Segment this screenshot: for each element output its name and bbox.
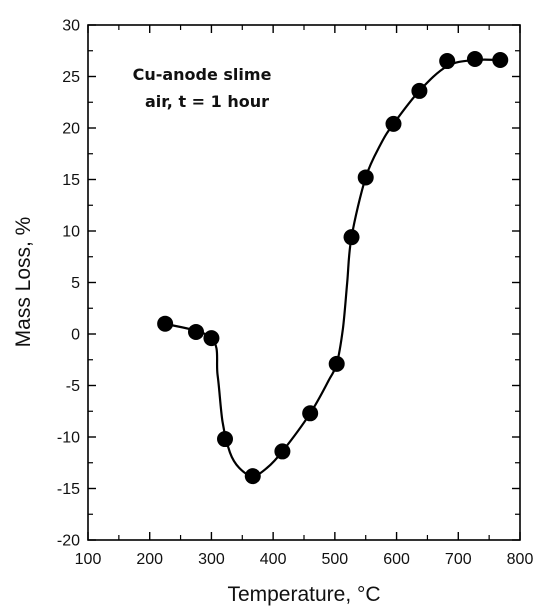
x-axis-title: Temperature, °C <box>227 583 380 606</box>
data-point <box>217 431 234 448</box>
data-point <box>157 315 174 332</box>
x-tick-label: 600 <box>383 551 410 568</box>
x-tick-label: 200 <box>136 551 163 568</box>
y-tick-label: -10 <box>57 430 80 447</box>
data-point <box>466 50 483 67</box>
data-point <box>203 330 220 347</box>
data-point <box>244 468 261 485</box>
data-point <box>357 169 374 186</box>
x-tick-label: 300 <box>198 551 225 568</box>
data-point <box>302 405 319 422</box>
data-point <box>188 323 204 340</box>
data-points <box>157 50 509 485</box>
y-tick-label: -20 <box>57 533 80 550</box>
x-tick-label: 700 <box>445 551 472 568</box>
fit-curve <box>164 58 501 478</box>
x-tick-label: 800 <box>507 551 534 568</box>
tick-labels: 100 200 300 400 500 600 700 800 -20 -15 -10 -5 0 5 10 1… <box>57 18 534 569</box>
data-point <box>343 229 360 246</box>
data-point <box>274 443 291 460</box>
y-tick-label: -5 <box>66 378 80 395</box>
data-point <box>385 115 402 132</box>
y-tick-label: 20 <box>62 121 80 138</box>
annotation-line2: air, t = 1 hour <box>145 92 269 111</box>
data-point <box>328 355 345 372</box>
y-axis-title: Mass Loss, % <box>12 217 35 348</box>
axis-ticks <box>87 24 521 541</box>
data-point <box>492 52 509 69</box>
x-tick-label: 500 <box>322 551 349 568</box>
x-tick-label: 400 <box>260 551 287 568</box>
x-tick-label: 100 <box>75 551 102 568</box>
data-point <box>439 53 456 70</box>
y-tick-label: 15 <box>62 172 80 189</box>
y-tick-label: 0 <box>71 327 80 344</box>
y-tick-label: -15 <box>57 481 80 498</box>
y-tick-label: 25 <box>62 69 80 86</box>
y-tick-label: 5 <box>71 275 80 292</box>
data-point <box>411 82 428 99</box>
annotation-line1: Cu-anode slime <box>133 65 272 84</box>
y-tick-label: 30 <box>62 18 80 35</box>
y-tick-label: 10 <box>62 224 80 241</box>
